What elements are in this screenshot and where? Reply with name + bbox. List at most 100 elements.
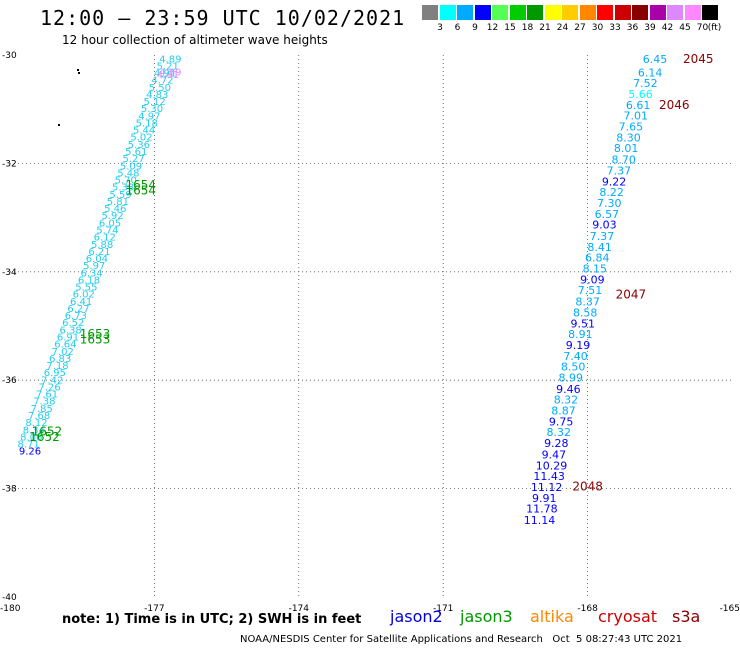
swh-value-label: 11.14 (524, 514, 556, 527)
swh-value-label: 4.89 (159, 67, 181, 78)
swh-value-label: 8.71 (17, 440, 39, 451)
x-tick-label: -177 (144, 604, 164, 614)
swh-value-label: 9.47 (542, 448, 567, 461)
swh-value-label: 7.02 (52, 347, 74, 358)
legend-label: 12 (486, 23, 499, 33)
time-label: 2045 (683, 52, 714, 66)
legend-label: 42 (661, 23, 674, 33)
legend-unit: (ft) (707, 23, 722, 33)
swh-value-label: 5.61 (125, 147, 147, 158)
x-tick-label: -180 (0, 604, 21, 614)
legend-label: 24 (556, 23, 569, 33)
swh-value-label: 6.14 (638, 66, 663, 79)
swh-value-label: 8.58 (573, 306, 598, 319)
swh-value-label: 6.45 (643, 53, 668, 66)
swh-value-label: 9.19 (566, 339, 591, 352)
swh-value-label: 8.41 (587, 241, 612, 254)
swh-value-label: 6.18 (78, 275, 100, 286)
time-label: 2047 (616, 288, 647, 302)
legend-swatch (702, 5, 718, 20)
data-mark (58, 124, 60, 126)
legend-swatch (597, 5, 613, 20)
swh-value-label: 7.37 (607, 164, 632, 177)
swh-value-label: 5.21 (157, 61, 179, 72)
data-mark (78, 72, 80, 74)
swh-value-label: 5.59 (109, 190, 131, 201)
swh-value-label: 6.73 (65, 311, 87, 322)
swh-value-label: 9.26 (19, 447, 41, 458)
swh-value-label: 6.95 (44, 368, 66, 379)
swh-value-label: 5.33 (112, 183, 134, 194)
swh-value-label: 7.30 (597, 197, 622, 210)
swh-value-label: 5.81 (107, 197, 129, 208)
swh-value-label: 9.03 (592, 219, 617, 232)
swh-value-label: 6.64 (54, 340, 76, 351)
legend-swatch (632, 5, 648, 20)
legend-swatch (492, 5, 508, 20)
y-tick-label: -40 (2, 593, 17, 603)
swh-value-label: 10.29 (536, 459, 568, 472)
legend-swatch (649, 5, 666, 20)
swh-value-label: 7.18 (46, 361, 68, 372)
swh-value-label: 9.91 (532, 492, 557, 505)
swh-value-label: 5.27 (122, 154, 144, 165)
swh-value-label: 8.91 (568, 328, 593, 341)
swh-value-label: 6.38 (59, 325, 81, 336)
page-subtitle: 12 hour collection of altimeter wave hei… (62, 33, 328, 47)
swh-value-label: 11.43 (533, 470, 565, 483)
legend-label: 30 (591, 23, 604, 33)
swh-value-label: 5.44 (133, 126, 155, 137)
swh-value-label: 4.72 (151, 76, 173, 87)
swh-value-label: 4.83 (146, 90, 168, 101)
legend-swatch (579, 5, 596, 20)
swh-value-label: 5.46 (104, 204, 126, 215)
legend-swatch (562, 5, 578, 20)
swh-value-label: 4.91 (157, 70, 179, 81)
swh-value-label: 5.70 (115, 176, 137, 187)
swh-value-label: 7.37 (590, 230, 615, 243)
swh-value-label: 5.50 (149, 83, 171, 94)
swh-value-label: 7.40 (563, 350, 588, 363)
swh-value-label: 5.97 (83, 261, 105, 272)
swh-value-label: 11.12 (531, 481, 563, 494)
time-label: 1654 (126, 184, 157, 198)
swh-value-label: 7.52 (633, 77, 658, 90)
swh-value-label: 5.12 (143, 97, 165, 108)
y-tick-label: -34 (2, 268, 17, 278)
swh-value-label: 6.84 (585, 252, 610, 265)
swh-value-label: 8.34 (23, 425, 45, 436)
satellite-s3a: s3a (672, 607, 701, 626)
swh-value-label: 5.88 (91, 240, 113, 251)
swh-value-label: 5.92 (101, 211, 123, 222)
y-tick-label: -38 (2, 485, 17, 495)
swh-value-label: 7.85 (31, 404, 53, 415)
swh-value-label: 5.02 (130, 133, 152, 144)
x-tick-label: -168 (577, 604, 598, 614)
swh-value-label: 11.78 (526, 503, 558, 516)
page-title: 12:00 — 23:59 UTC 10/02/2021 (40, 6, 406, 30)
swh-value-label: 8.12 (25, 418, 47, 429)
legend-label: 33 (609, 23, 621, 33)
legend-swatch (667, 5, 683, 20)
legend-label: 27 (574, 23, 586, 33)
swh-value-label: 6.12 (94, 233, 116, 244)
satellite-jason2: jason2 (390, 607, 443, 626)
legend-swatch (509, 5, 526, 20)
swh-value-label: 8.22 (599, 186, 624, 199)
swh-value-label: 4.91 (154, 69, 176, 80)
swh-value-label: 5.36 (128, 140, 150, 151)
legend-swatch (527, 5, 543, 20)
swh-value-label: 8.99 (559, 371, 584, 384)
swh-value-label: 7.61 (36, 390, 58, 401)
time-label: 1653 (80, 333, 111, 347)
swh-value-label: 6.04 (86, 254, 108, 265)
swh-value-label: 9.28 (544, 437, 569, 450)
data-mark (77, 69, 79, 71)
swh-value-label: 6.05 (99, 218, 121, 229)
swh-value-label: 7.65 (619, 121, 644, 134)
time-label: 2048 (572, 479, 603, 493)
legend-swatch (474, 5, 491, 20)
time-label: 1654 (126, 178, 157, 192)
swh-value-label: 4.89 (159, 54, 181, 65)
swh-value-label: 9.22 (602, 175, 627, 188)
